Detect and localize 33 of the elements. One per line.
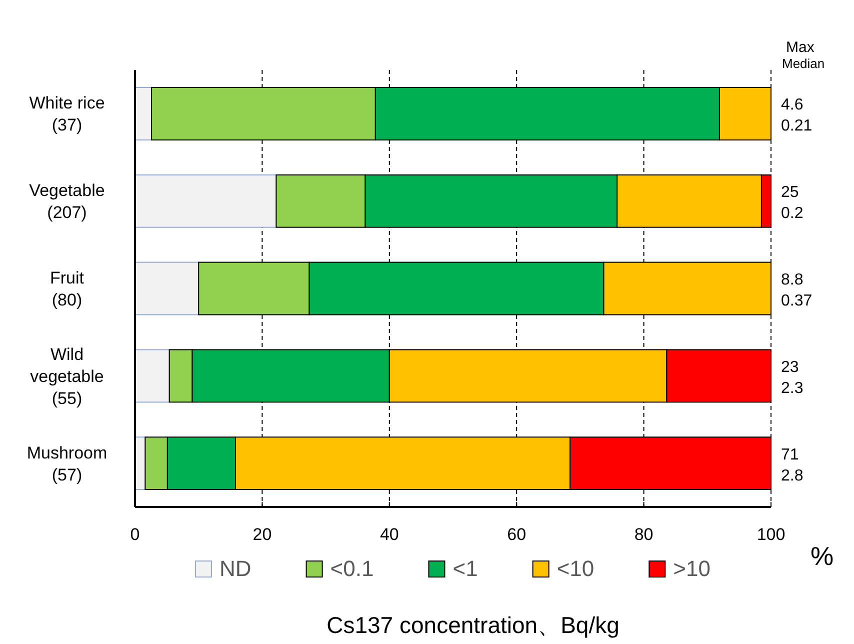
x-axis-title: %: [810, 541, 834, 571]
legend-label: <10: [556, 556, 594, 581]
x-tick-label: 20: [252, 525, 272, 544]
y-tick-label: Fruit (80): [50, 268, 84, 310]
x-tick-label: 40: [380, 525, 399, 544]
legend-label: <1: [452, 556, 478, 581]
text: 25: [781, 184, 799, 202]
bar: [134, 349, 170, 403]
text: 4.6: [781, 96, 804, 114]
x-tick-label: 60: [507, 525, 526, 544]
text: 2.3: [781, 380, 804, 397]
text: 71: [781, 446, 799, 464]
text: Max: [786, 39, 815, 56]
text: 0.2: [781, 205, 804, 222]
y-tick-label: Mushroom (57): [26, 443, 108, 484]
text: 23: [781, 358, 799, 376]
y-tick-label: White rice (37): [29, 94, 105, 135]
text: 2.8: [781, 467, 804, 484]
text: Median: [782, 56, 825, 71]
text: Cs137 concentration、Bq/kg: [326, 612, 620, 638]
y-tick-label: Wild vegetable (55): [30, 344, 104, 408]
legend-label: >10: [673, 556, 710, 581]
x-tick-label: 100: [756, 525, 786, 544]
x-tick-label: 80: [634, 525, 654, 544]
legend-label: <0.1: [330, 556, 374, 581]
x-tick-label: 0: [130, 525, 140, 544]
text: 0.21: [781, 118, 812, 135]
legend-label: ND: [220, 556, 252, 581]
text: 0.37: [781, 292, 812, 310]
bar: [134, 262, 200, 316]
text: 8.8: [781, 272, 804, 288]
y-tick-label: Vegetable (207): [29, 181, 105, 222]
bar: [134, 174, 277, 228]
